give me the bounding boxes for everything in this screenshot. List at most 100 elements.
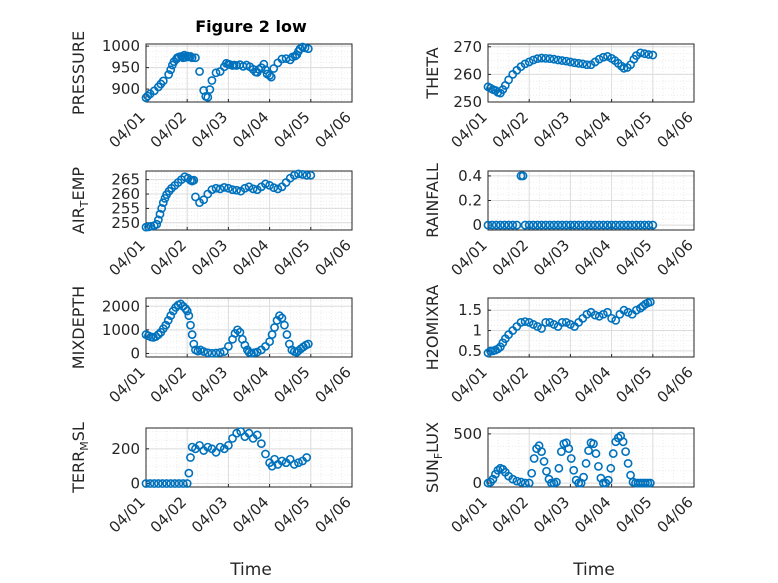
data-point (619, 305, 629, 315)
data-point (574, 58, 584, 68)
data-point (598, 52, 608, 62)
data-point (508, 220, 518, 230)
x-tick-label: 04/05 (270, 493, 313, 536)
data-point (219, 183, 229, 192)
data-point (199, 195, 209, 205)
data-point (631, 220, 641, 230)
data-point (631, 305, 641, 315)
data-point (611, 315, 621, 325)
data-point (516, 477, 526, 487)
x-tick-label: 04/06 (654, 108, 697, 151)
data-point (636, 220, 645, 230)
data-point (645, 478, 655, 488)
data-point (528, 320, 538, 329)
x-tick-label: 04/05 (612, 108, 655, 151)
data-point (166, 479, 176, 488)
data-point (561, 318, 571, 327)
data-point (298, 170, 307, 179)
data-point (302, 170, 312, 180)
data-point (578, 220, 588, 230)
data-point (223, 341, 233, 351)
y-tick-label: 270 (453, 38, 482, 56)
data-point (223, 440, 233, 450)
y-axis-label: THETA (423, 47, 442, 99)
data-point (207, 348, 217, 358)
data-point (594, 461, 603, 471)
data-point (289, 460, 299, 469)
data-point (537, 447, 546, 456)
data-point (615, 220, 625, 230)
axes-box (487, 170, 695, 231)
data-point (141, 479, 151, 488)
x-tick-label: 04/01 (448, 363, 491, 406)
data-point (598, 220, 608, 230)
x-tick-label: 04/02 (489, 108, 532, 151)
y-label-subscript: F (432, 453, 445, 459)
data-point (166, 65, 176, 75)
data-point (191, 192, 200, 202)
data-point (520, 220, 530, 230)
data-point (549, 320, 559, 329)
data-point (539, 457, 549, 466)
data-point (146, 221, 156, 231)
data-point (233, 325, 242, 335)
axes-box (487, 43, 695, 103)
data-point (582, 309, 592, 319)
data-point (508, 474, 518, 484)
x-tick-label: 04/01 (448, 236, 491, 279)
data-point (272, 316, 282, 325)
data-point (533, 54, 542, 64)
data-point (553, 220, 563, 230)
data-point (191, 53, 200, 63)
data-point (495, 220, 505, 230)
data-point (176, 299, 186, 309)
data-point (158, 198, 168, 208)
data-point (294, 169, 303, 179)
data-point (579, 472, 588, 482)
data-point (524, 57, 534, 67)
y-tick-label: 1000 (102, 321, 140, 339)
y-tick-label: 265 (111, 171, 140, 189)
x-tick-label: 04/02 (147, 363, 190, 406)
y-tick-label: 0 (472, 474, 482, 492)
data-point (184, 311, 194, 321)
data-point (182, 479, 192, 488)
data-point (554, 463, 564, 473)
data-point (158, 479, 167, 488)
data-point (303, 339, 313, 349)
data-point (537, 324, 546, 333)
data-point (207, 185, 217, 195)
data-point (594, 311, 604, 321)
data-point (303, 44, 313, 54)
data-point (182, 306, 192, 316)
x-tick-label: 04/03 (188, 363, 231, 406)
data-point (590, 220, 600, 230)
data-point (590, 310, 600, 320)
data-point (623, 458, 633, 468)
data-point (528, 220, 538, 230)
data-point (163, 316, 173, 325)
data-point (261, 65, 270, 75)
data-point (542, 466, 551, 476)
x-tick-label: 04/05 (612, 493, 655, 536)
data-point (203, 92, 213, 102)
x-tick-label: 04/04 (229, 363, 272, 406)
x-tick-label: 04/05 (270, 108, 313, 151)
data-point (520, 478, 530, 488)
y-tick-label: 0.4 (458, 167, 482, 185)
y-tick-label: 950 (111, 59, 140, 77)
data-point (256, 439, 266, 449)
data-point (306, 170, 316, 180)
data-point (527, 468, 537, 478)
x-tick-label: 04/01 (106, 363, 149, 406)
data-point (294, 458, 303, 468)
data-point (570, 220, 579, 230)
data-point (520, 59, 530, 69)
data-point (551, 477, 561, 487)
data-point (636, 48, 645, 58)
data-point (158, 76, 168, 86)
data-point (603, 307, 612, 317)
data-point (211, 447, 221, 457)
